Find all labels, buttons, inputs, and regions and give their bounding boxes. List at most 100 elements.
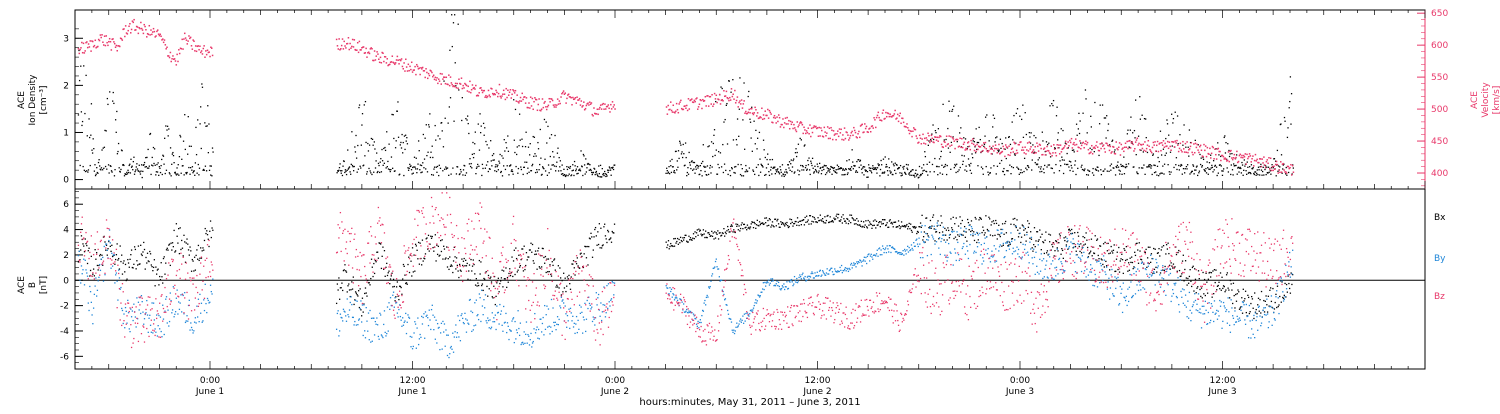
b-field-point-bx	[94, 275, 95, 276]
velocity-point	[1191, 142, 1193, 144]
density-point	[473, 153, 474, 154]
velocity-point	[1105, 151, 1107, 153]
b-field-point-bx	[1079, 246, 1080, 247]
b-field-point-bx	[517, 270, 518, 271]
velocity-point	[1146, 148, 1148, 150]
density-point	[925, 156, 926, 157]
velocity-point	[456, 87, 458, 89]
velocity-point	[1180, 149, 1182, 151]
b-field-point-by	[101, 258, 102, 259]
velocity-point	[748, 112, 750, 114]
b-field-point-bx	[416, 245, 417, 246]
b-field-point-bx	[1229, 297, 1230, 298]
density-point	[1192, 171, 1193, 172]
b-field-point-bx	[836, 214, 837, 215]
b-field-point-bx	[946, 230, 947, 231]
b-field-point-by	[85, 260, 86, 261]
density-point	[502, 158, 503, 159]
b-field-point-bx	[612, 231, 613, 232]
b-field-point-bx	[1176, 254, 1177, 255]
velocity-point	[424, 70, 426, 72]
b-field-point-bx	[94, 249, 95, 250]
b-field-point-bx	[151, 264, 152, 265]
velocity-point	[883, 109, 885, 111]
velocity-point	[1087, 142, 1089, 144]
density-point	[837, 165, 838, 166]
density-point	[166, 129, 167, 130]
b-field-point-bx	[978, 239, 979, 240]
b-field-point-by	[91, 314, 92, 315]
density-point	[864, 169, 865, 170]
density-point	[847, 172, 848, 173]
density-point	[945, 139, 946, 140]
density-point	[843, 168, 844, 169]
velocity-point	[778, 114, 780, 116]
velocity-point	[187, 40, 189, 42]
density-point	[885, 166, 886, 167]
b-field-point-bx	[1232, 303, 1233, 304]
density-point	[178, 175, 179, 176]
b-field-point-bx	[433, 251, 434, 252]
density-point	[545, 170, 546, 171]
velocity-point	[761, 108, 763, 110]
b-field-point-bx	[947, 239, 948, 240]
density-point	[1290, 76, 1291, 77]
b-field-point-bx	[117, 259, 118, 260]
density-point	[780, 169, 781, 170]
density-point	[1135, 99, 1136, 100]
velocity-point	[159, 35, 161, 37]
b-field-point-by	[209, 302, 210, 303]
velocity-point	[766, 115, 768, 117]
b-field-point-bx	[120, 261, 121, 262]
b-field-point-bx	[742, 228, 743, 229]
density-point	[831, 174, 832, 175]
b-field-point-bx	[1030, 231, 1031, 232]
density-point	[877, 167, 878, 168]
density-point	[566, 175, 567, 176]
top-right-tick-label: 450	[1431, 137, 1448, 147]
b-field-point-bx	[539, 268, 540, 269]
velocity-point	[338, 38, 340, 40]
b-field-point-by	[124, 327, 125, 328]
b-field-point-bx	[81, 235, 82, 236]
density-point	[553, 156, 554, 157]
velocity-point	[948, 135, 950, 137]
velocity-point	[826, 132, 828, 134]
velocity-point	[166, 47, 168, 49]
b-field-point-bx	[552, 261, 553, 262]
velocity-point	[198, 49, 200, 51]
velocity-point	[516, 94, 518, 96]
velocity-point	[1206, 156, 1208, 158]
b-field-point-bx	[874, 219, 875, 220]
velocity-point	[764, 110, 766, 112]
density-point	[923, 164, 924, 165]
velocity-point	[896, 117, 898, 119]
b-field-point-bx	[1065, 236, 1066, 237]
b-field-point-bx	[598, 244, 599, 245]
velocity-point	[1209, 148, 1211, 150]
b-field-point-bx	[150, 253, 151, 254]
density-point	[405, 135, 406, 136]
velocity-point	[1267, 163, 1269, 165]
density-point	[153, 163, 154, 164]
velocity-point	[352, 39, 354, 41]
density-point	[551, 164, 552, 165]
velocity-point	[1152, 147, 1154, 149]
velocity-point	[1191, 152, 1193, 154]
velocity-point	[790, 121, 792, 123]
density-point	[873, 167, 874, 168]
velocity-point	[572, 97, 574, 99]
velocity-point	[903, 122, 905, 124]
b-field-point-bx	[1253, 318, 1254, 319]
velocity-point	[957, 139, 959, 141]
b-field-point-bx	[694, 238, 695, 239]
velocity-point	[553, 104, 555, 106]
b-field-point-bx	[594, 229, 595, 230]
density-point	[821, 170, 822, 171]
density-point	[485, 168, 486, 169]
velocity-point	[1211, 153, 1213, 155]
b-field-point-bx	[817, 217, 818, 218]
density-point	[1126, 164, 1127, 165]
b-field-point-bx	[767, 225, 768, 226]
density-point	[1057, 139, 1058, 140]
